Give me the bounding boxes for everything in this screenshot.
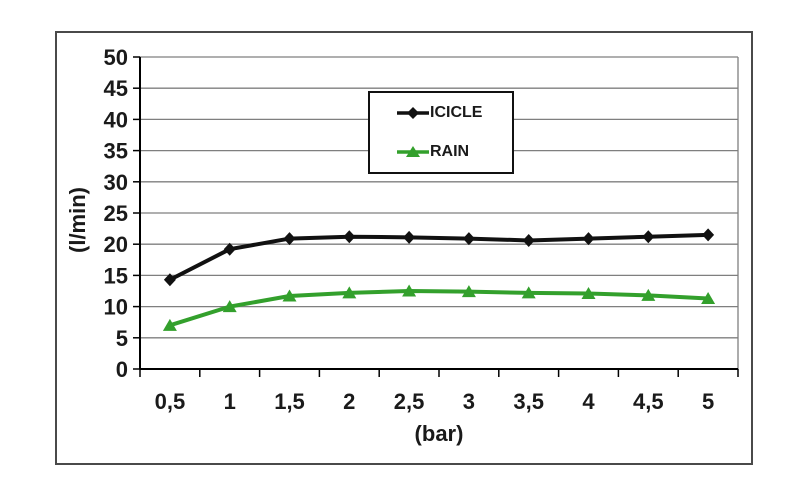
legend-label-rain: RAIN bbox=[430, 143, 470, 161]
svg-text:25: 25 bbox=[104, 201, 128, 226]
svg-text:10: 10 bbox=[104, 295, 128, 320]
svg-text:3: 3 bbox=[463, 389, 475, 414]
svg-text:4,5: 4,5 bbox=[633, 389, 664, 414]
svg-text:2,5: 2,5 bbox=[394, 389, 425, 414]
legend-entry-rain: RAIN bbox=[397, 143, 512, 161]
svg-text:45: 45 bbox=[104, 76, 128, 101]
svg-text:50: 50 bbox=[104, 45, 128, 70]
svg-text:30: 30 bbox=[104, 170, 128, 195]
svg-text:1,5: 1,5 bbox=[274, 389, 305, 414]
icicle-line-diamond-marker-icon bbox=[397, 105, 429, 121]
svg-text:5: 5 bbox=[116, 326, 128, 351]
y-axis-title: (l/min) bbox=[65, 187, 90, 253]
svg-text:5: 5 bbox=[702, 389, 714, 414]
legend: ICICLE RAIN bbox=[368, 91, 514, 174]
svg-text:35: 35 bbox=[104, 139, 128, 164]
svg-text:15: 15 bbox=[104, 263, 128, 288]
svg-text:3,5: 3,5 bbox=[513, 389, 544, 414]
svg-text:0,5: 0,5 bbox=[155, 389, 186, 414]
svg-text:4: 4 bbox=[582, 389, 595, 414]
svg-text:0: 0 bbox=[116, 357, 128, 382]
svg-text:20: 20 bbox=[104, 232, 128, 257]
legend-entry-icicle: ICICLE bbox=[397, 104, 512, 122]
rain-line-triangle-marker-icon bbox=[397, 144, 429, 160]
x-axis-title: (bar) bbox=[414, 421, 464, 446]
svg-text:40: 40 bbox=[104, 107, 128, 132]
svg-text:1: 1 bbox=[224, 389, 236, 414]
legend-label-icicle: ICICLE bbox=[430, 103, 483, 121]
svg-text:2: 2 bbox=[343, 389, 355, 414]
